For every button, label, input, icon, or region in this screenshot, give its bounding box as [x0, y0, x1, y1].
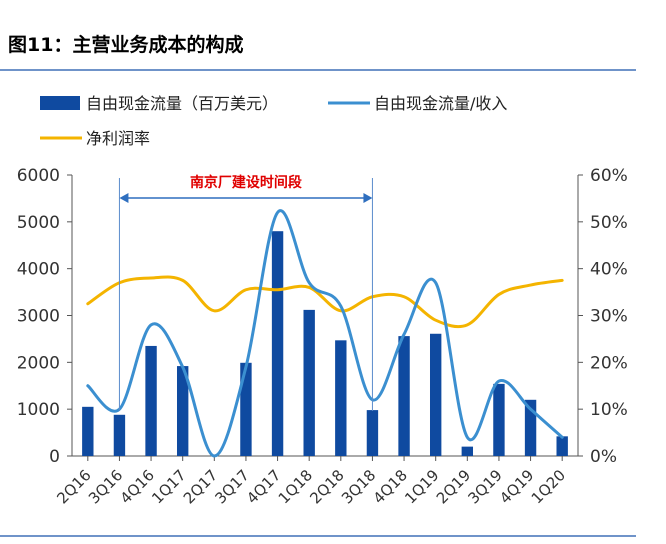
y-right-tick-label: 40%	[590, 260, 628, 280]
x-tick-label: 1Q19	[401, 466, 442, 507]
legend-label-fcf-ratio: 自由现金流量/收入	[374, 94, 507, 113]
bar	[303, 309, 315, 456]
y-left-tick-label: 0	[49, 447, 60, 467]
y-right-tick-label: 30%	[590, 307, 628, 327]
x-tick-label: 1Q20	[528, 466, 569, 507]
bar	[176, 366, 189, 456]
bar	[335, 340, 347, 456]
y-right-tick-label: 60%	[590, 166, 628, 186]
bar	[398, 336, 410, 456]
y-right-tick-label: 50%	[590, 213, 628, 233]
bar	[145, 345, 157, 456]
x-tick-label: 4Q19	[496, 466, 537, 507]
bar	[82, 406, 94, 456]
annotation: 南京厂建设时间段	[118, 174, 373, 411]
x-tick-label: 2Q17	[180, 466, 221, 507]
y-left-tick-label: 4000	[17, 260, 60, 280]
axes: 0 1000 2000 3000 4000 5000 6000 0% 10% 20% 30% 40% 5…	[17, 166, 628, 507]
annotation-arrow-right	[363, 193, 373, 203]
y-left-tick-label: 1000	[17, 400, 60, 420]
x-tick-label: 1Q17	[148, 466, 189, 507]
annotation-arrow-left	[119, 193, 129, 203]
y-right-tick-label: 20%	[590, 353, 628, 373]
bar	[524, 399, 537, 456]
x-tick-label: 4Q17	[243, 466, 284, 507]
legend-swatch-bar	[40, 96, 80, 110]
bar	[461, 446, 474, 456]
x-tick-label: 4Q16	[117, 466, 158, 507]
x-tick-label: 3Q16	[85, 466, 126, 507]
bar-series	[82, 231, 568, 456]
y-right-tick-label: 0%	[590, 447, 617, 467]
line-fcf-ratio	[86, 209, 564, 458]
y-right-tick-label: 10%	[590, 400, 628, 420]
line-net-margin	[86, 275, 564, 329]
top-divider	[0, 69, 636, 71]
x-tick-label: 1Q18	[275, 466, 316, 507]
annotation-label: 南京厂建设时间段	[190, 174, 302, 191]
x-tick-label: 4Q18	[370, 466, 411, 507]
x-tick-label: 3Q18	[338, 466, 379, 507]
bar	[240, 362, 252, 456]
y-left-tick-label: 3000	[17, 307, 60, 327]
bar	[429, 333, 442, 456]
x-tick-label: 2Q18	[306, 466, 347, 507]
bar	[366, 410, 379, 456]
figure-title: 图11：主营业务成本的构成	[8, 34, 244, 56]
y-left-tick-label: 6000	[17, 166, 60, 186]
x-tick-label: 3Q19	[464, 466, 505, 507]
bar	[493, 383, 505, 456]
legend-label-net-margin: 净利润率	[86, 129, 150, 148]
legend-label-bar: 自由现金流量（百万美元）	[86, 94, 278, 113]
bottom-divider	[0, 535, 636, 537]
x-tick-label: 2Q16	[53, 466, 94, 507]
line-series	[86, 209, 564, 458]
y-left-tick-label: 2000	[17, 353, 60, 373]
x-tick-label: 2Q19	[433, 466, 474, 507]
bar	[556, 436, 568, 456]
bar	[113, 414, 126, 456]
bar	[271, 231, 284, 456]
x-tick-label: 3Q17	[211, 466, 252, 507]
y-left-tick-label: 5000	[17, 213, 60, 233]
